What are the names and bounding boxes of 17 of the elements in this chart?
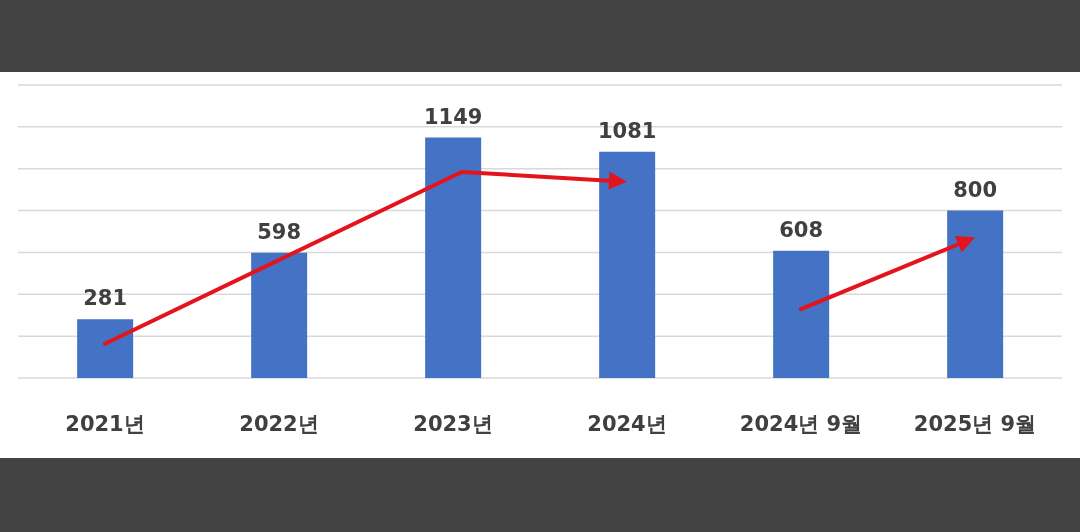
x-tick-label: 2021년: [65, 411, 145, 436]
data-label: 608: [779, 217, 824, 242]
data-label: 1081: [597, 118, 657, 143]
x-tick-label: 2023년: [413, 411, 493, 436]
x-tick-label: 2024년 9월: [739, 411, 863, 436]
bar: [77, 319, 134, 378]
bar: [947, 210, 1004, 378]
x-tick-label: 2025년 9월: [913, 411, 1037, 436]
data-label: 281: [83, 286, 128, 311]
data-label: 1149: [423, 104, 483, 129]
data-label: 800: [953, 177, 998, 202]
x-tick-label: 2024년: [587, 411, 667, 436]
bar: [251, 252, 308, 378]
data-label: 598: [257, 219, 302, 244]
x-tick-label: 2022년: [239, 411, 319, 436]
bar: [425, 137, 482, 378]
bar: [599, 151, 656, 378]
